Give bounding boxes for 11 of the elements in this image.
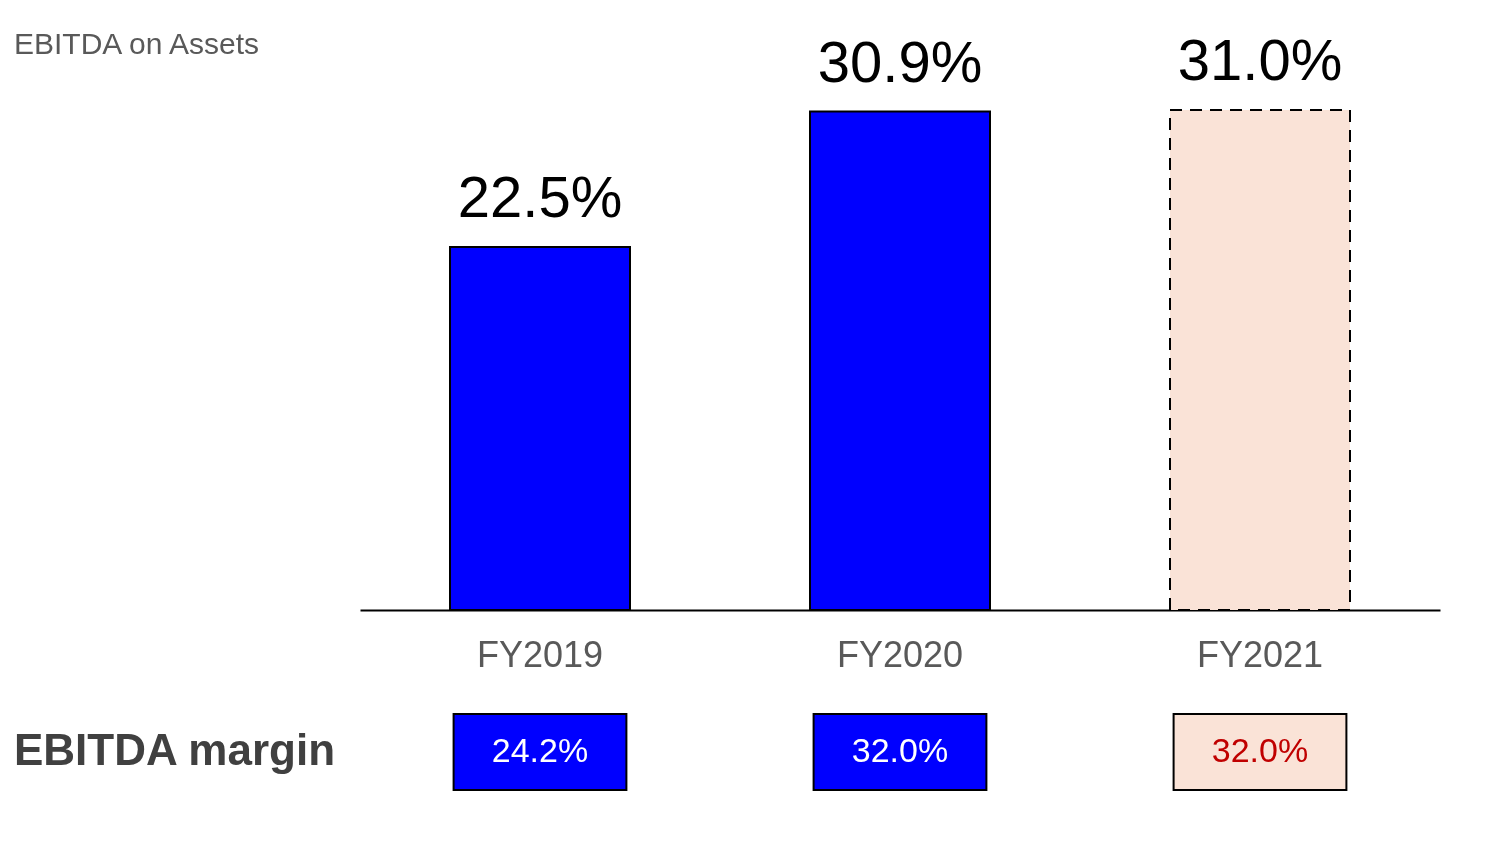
x-tick-label: FY2021 [1196, 633, 1324, 675]
text: EBITDA margin [14, 725, 336, 774]
data-label: 22.5% [457, 164, 623, 230]
data-label: 24.2% [491, 731, 589, 769]
data-label: 32.0% [1211, 731, 1309, 769]
data-label: 32.0% [851, 731, 949, 769]
x-tick-label: FY2019 [476, 633, 604, 675]
data-label: 30.9% [817, 28, 983, 94]
chart-title: EBITDA on Assets [14, 27, 260, 60]
x-tick-label: FY2020 [836, 633, 964, 675]
data-label: 31.0% [1177, 27, 1343, 92]
